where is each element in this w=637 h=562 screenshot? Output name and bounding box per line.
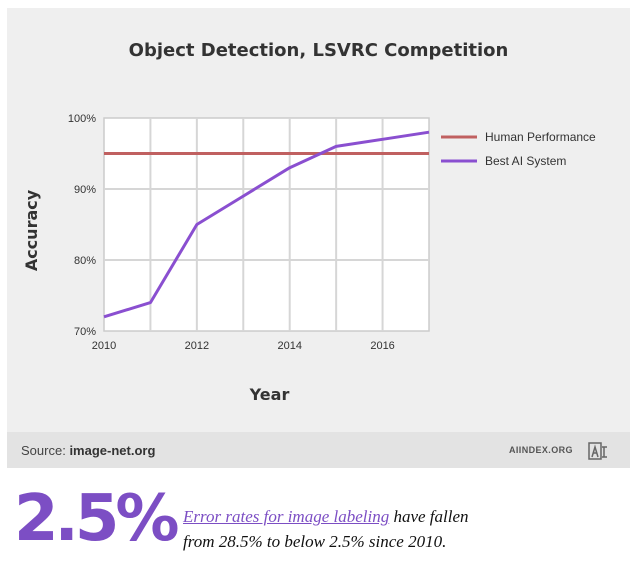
stat-text-line1: have fallen xyxy=(389,507,469,526)
stat-text-line2: from 28.5% to below 2.5% since 2010. xyxy=(183,532,447,551)
x-axis-title: Year xyxy=(249,385,290,404)
legend-label: Human Performance xyxy=(485,130,596,144)
x-tick-label: 2010 xyxy=(92,340,116,352)
y-tick-label: 70% xyxy=(74,326,96,338)
y-tick-label: 90% xyxy=(74,184,96,196)
x-tick-label: 2016 xyxy=(370,340,394,352)
y-tick-label: 80% xyxy=(74,255,96,267)
chart-card: Object Detection, LSVRC Competition 70% 8… xyxy=(7,8,630,468)
y-tick-label: 100% xyxy=(68,113,96,125)
y-axis-title: Accuracy xyxy=(22,189,41,271)
source-label: Source: xyxy=(21,443,66,458)
source-footer: Source: image-net.org AIINDEX.ORG xyxy=(7,432,630,468)
source-link[interactable]: image-net.org xyxy=(69,443,156,458)
brand-text[interactable]: AIINDEX.ORG xyxy=(509,445,573,455)
highlight-stat: 2.5% xyxy=(14,482,179,556)
chart-title: Object Detection, LSVRC Competition xyxy=(128,40,509,61)
ai-index-logo-icon xyxy=(588,442,607,460)
x-tick-label: 2014 xyxy=(277,340,301,352)
legend-label: Best AI System xyxy=(485,154,566,168)
source-text: Source: image-net.org xyxy=(21,443,155,458)
series-line-ai xyxy=(103,130,430,319)
x-tick-label: 2012 xyxy=(185,340,209,352)
highlight-text: Error rates for image labeling have fall… xyxy=(183,504,623,554)
stat-link[interactable]: Error rates for image labeling xyxy=(183,507,390,526)
line-chart: 70% 80% 90% 100% 2010 2012 2014 2016 Year Accurac… xyxy=(22,113,596,404)
